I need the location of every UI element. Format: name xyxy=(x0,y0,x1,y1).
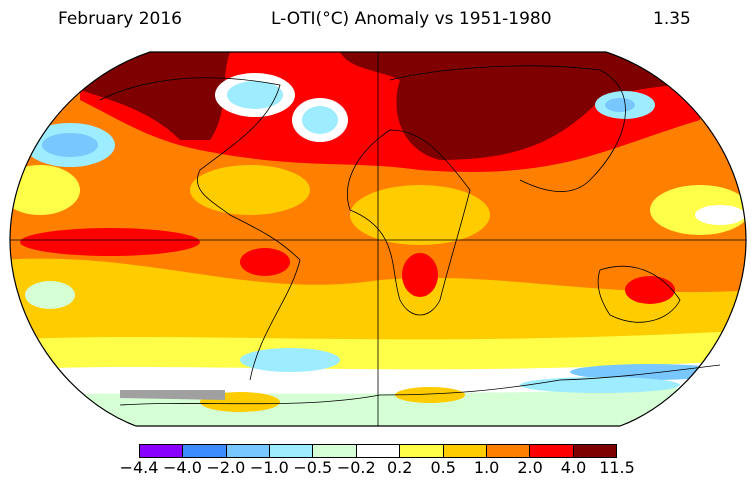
colorbar-swatch xyxy=(313,445,357,457)
colorbar-tick-label: 0.2 xyxy=(386,458,413,477)
colorbar xyxy=(139,444,617,458)
colorbar-swatch xyxy=(356,445,401,457)
colorbar-swatch xyxy=(530,445,574,457)
colorbar-swatch xyxy=(270,445,314,457)
colorbar-tick-label: 0.5 xyxy=(430,458,456,477)
missing-data-region xyxy=(120,390,225,400)
global-mean-value: 1.35 xyxy=(653,9,691,29)
colorbar-swatch xyxy=(573,445,616,457)
colorbar-tick-label: 11.5 xyxy=(599,458,635,477)
colorbar-tick-label: −4.4 xyxy=(119,458,159,477)
colorbar-tick-label: 4.0 xyxy=(560,458,587,477)
colorbar-tick-label: 1.0 xyxy=(473,458,500,477)
colorbar-tick-label: −0.5 xyxy=(293,458,333,477)
colorbar-swatch xyxy=(226,445,271,457)
colorbar-swatch xyxy=(400,445,444,457)
anomaly-map xyxy=(9,51,747,427)
colorbar-swatch xyxy=(443,445,487,457)
coastlines xyxy=(99,65,721,406)
colorbar-swatch xyxy=(486,445,531,457)
colorbar-swatch xyxy=(183,445,227,457)
map-title: L-OTI(°C) Anomaly vs 1951-1980 xyxy=(271,9,552,29)
colorbar-tick-label: 2.0 xyxy=(517,458,543,477)
colorbar-tick-label: −0.2 xyxy=(336,458,376,477)
colorbar-tick-label: −2.0 xyxy=(206,458,246,477)
colorbar-tick-label: −4.0 xyxy=(163,458,202,477)
colorbar-tick-label: −1.0 xyxy=(249,458,289,477)
period-label: February 2016 xyxy=(58,9,182,29)
anomaly-field xyxy=(10,52,746,426)
colorbar-swatch xyxy=(140,445,184,457)
